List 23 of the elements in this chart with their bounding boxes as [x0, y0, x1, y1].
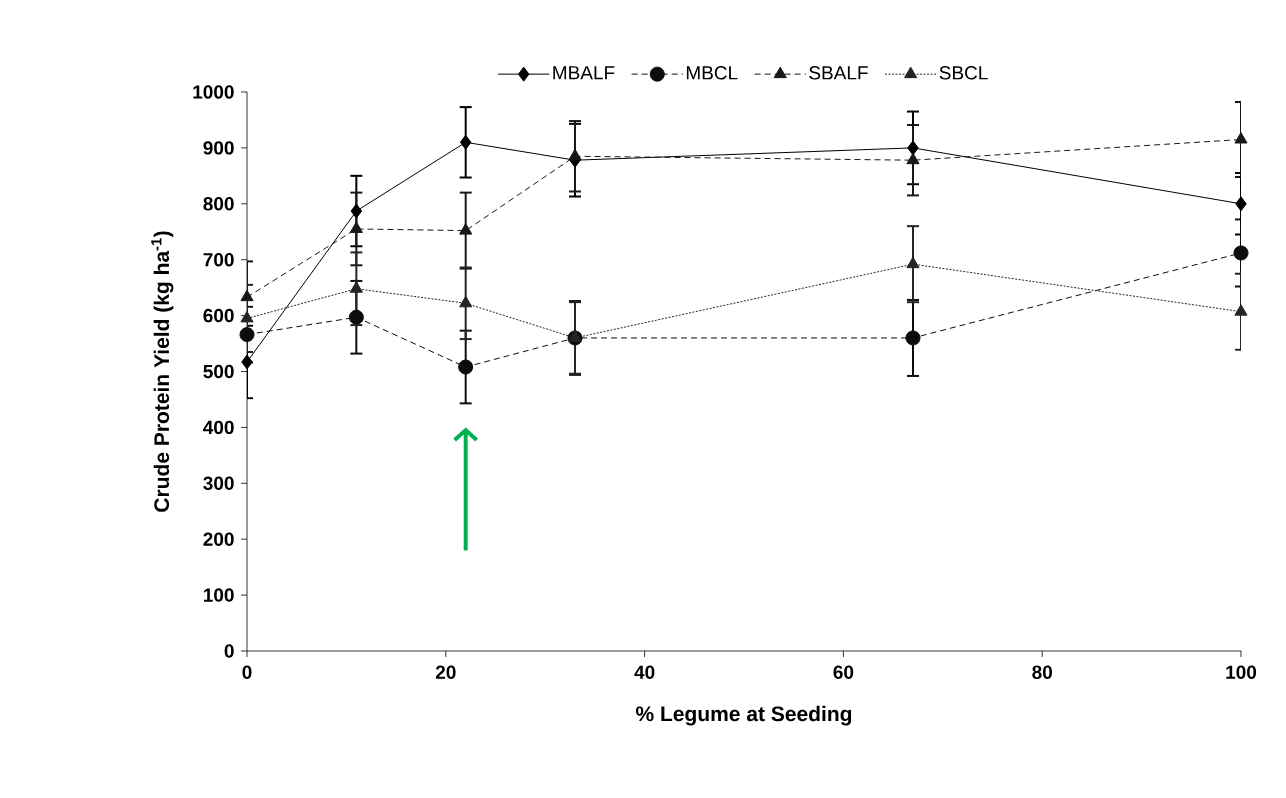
y-tick-label: 200 — [203, 532, 234, 546]
legend-label: MBCL — [686, 66, 738, 80]
y-tick-label: 1000 — [193, 85, 234, 99]
y-tick-label: 100 — [203, 588, 234, 602]
y-tick-label: 300 — [203, 476, 234, 491]
y-tick-label: 500 — [203, 364, 234, 379]
x-tick-label: 100 — [1226, 665, 1257, 679]
y-tick-label: 700 — [203, 252, 234, 267]
legend-label: SBCL — [939, 66, 988, 80]
y-tick-label: 400 — [203, 420, 234, 435]
y-axis-title: Crude Protein Yield (kg ha$^{-1}$) — [151, 231, 174, 512]
x-tick-label: 60 — [833, 665, 854, 679]
x-tick-label: 20 — [435, 665, 456, 679]
legend-label: SBALF — [809, 66, 868, 80]
x-tick-label: 0 — [242, 665, 252, 679]
x-tick-label: 80 — [1032, 665, 1052, 679]
y-tick-label: 900 — [203, 141, 234, 155]
y-tick-label: 800 — [203, 197, 234, 211]
x-tick-label: 40 — [634, 665, 655, 679]
y-tick-label: 600 — [203, 308, 234, 323]
legend-label: MBALF — [553, 66, 615, 80]
y-tick-label: 0 — [224, 644, 234, 658]
x-axis-title: % Legume at Seeding — [636, 705, 852, 726]
